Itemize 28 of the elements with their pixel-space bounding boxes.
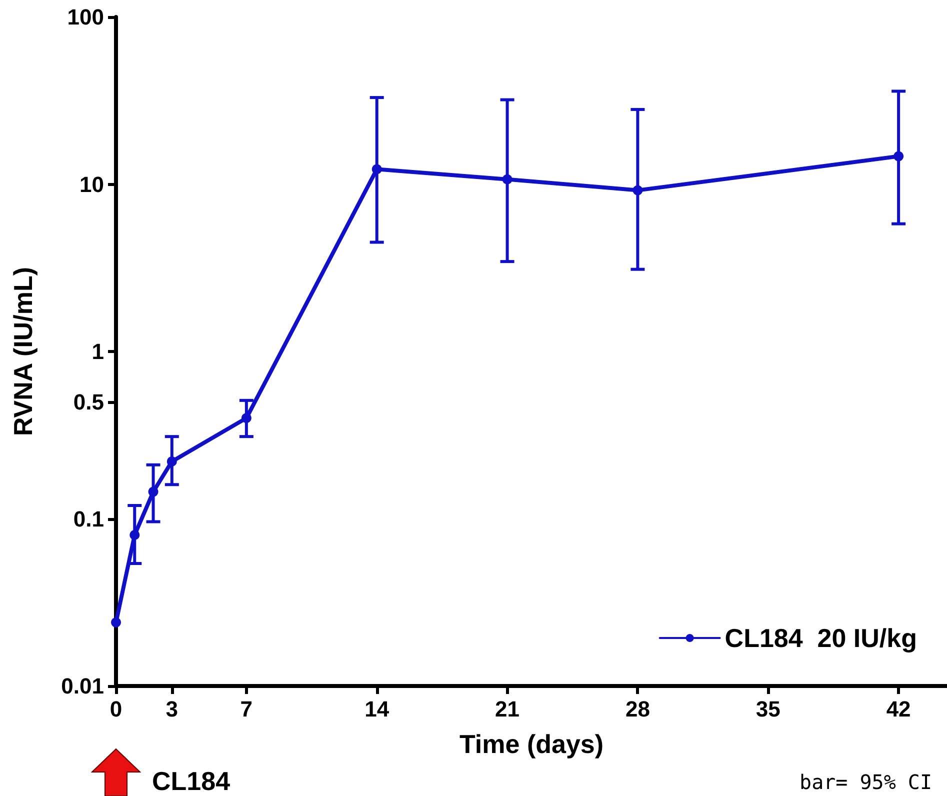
point (894, 151, 904, 162)
x-tick-label: 3 (166, 696, 178, 722)
point (632, 185, 643, 196)
y-tick-label: 100 (67, 4, 104, 30)
y-tick-label: 0.1 (73, 506, 104, 532)
y-tick-label: 0.5 (73, 389, 104, 414)
x-tick-label: 14 (364, 696, 390, 722)
x-tick-label: 21 (495, 696, 520, 722)
x-tick-label: 0 (110, 696, 122, 722)
text: CL184 (152, 766, 230, 796)
x-tick-label: 35 (756, 696, 780, 722)
x-tick-label: 42 (886, 696, 911, 722)
y-tick-label: 1 (92, 339, 104, 364)
legend-label: CL184 20 IU/kg (724, 623, 918, 653)
point (372, 164, 382, 174)
point (130, 530, 140, 540)
text: bar= 95% CI (800, 770, 932, 794)
x-tick-label: 28 (625, 696, 650, 722)
x-axis-title: Time (days) (459, 729, 604, 759)
y-tick-label: 0.01 (61, 674, 104, 698)
point (148, 486, 158, 497)
point (166, 456, 177, 466)
point (111, 617, 121, 628)
point (241, 413, 252, 424)
y-tick-label: 10 (80, 172, 104, 197)
y-axis-title: RVNA (IU/mL) (8, 267, 38, 436)
x-tick-label: 7 (240, 696, 253, 722)
point (502, 174, 512, 184)
